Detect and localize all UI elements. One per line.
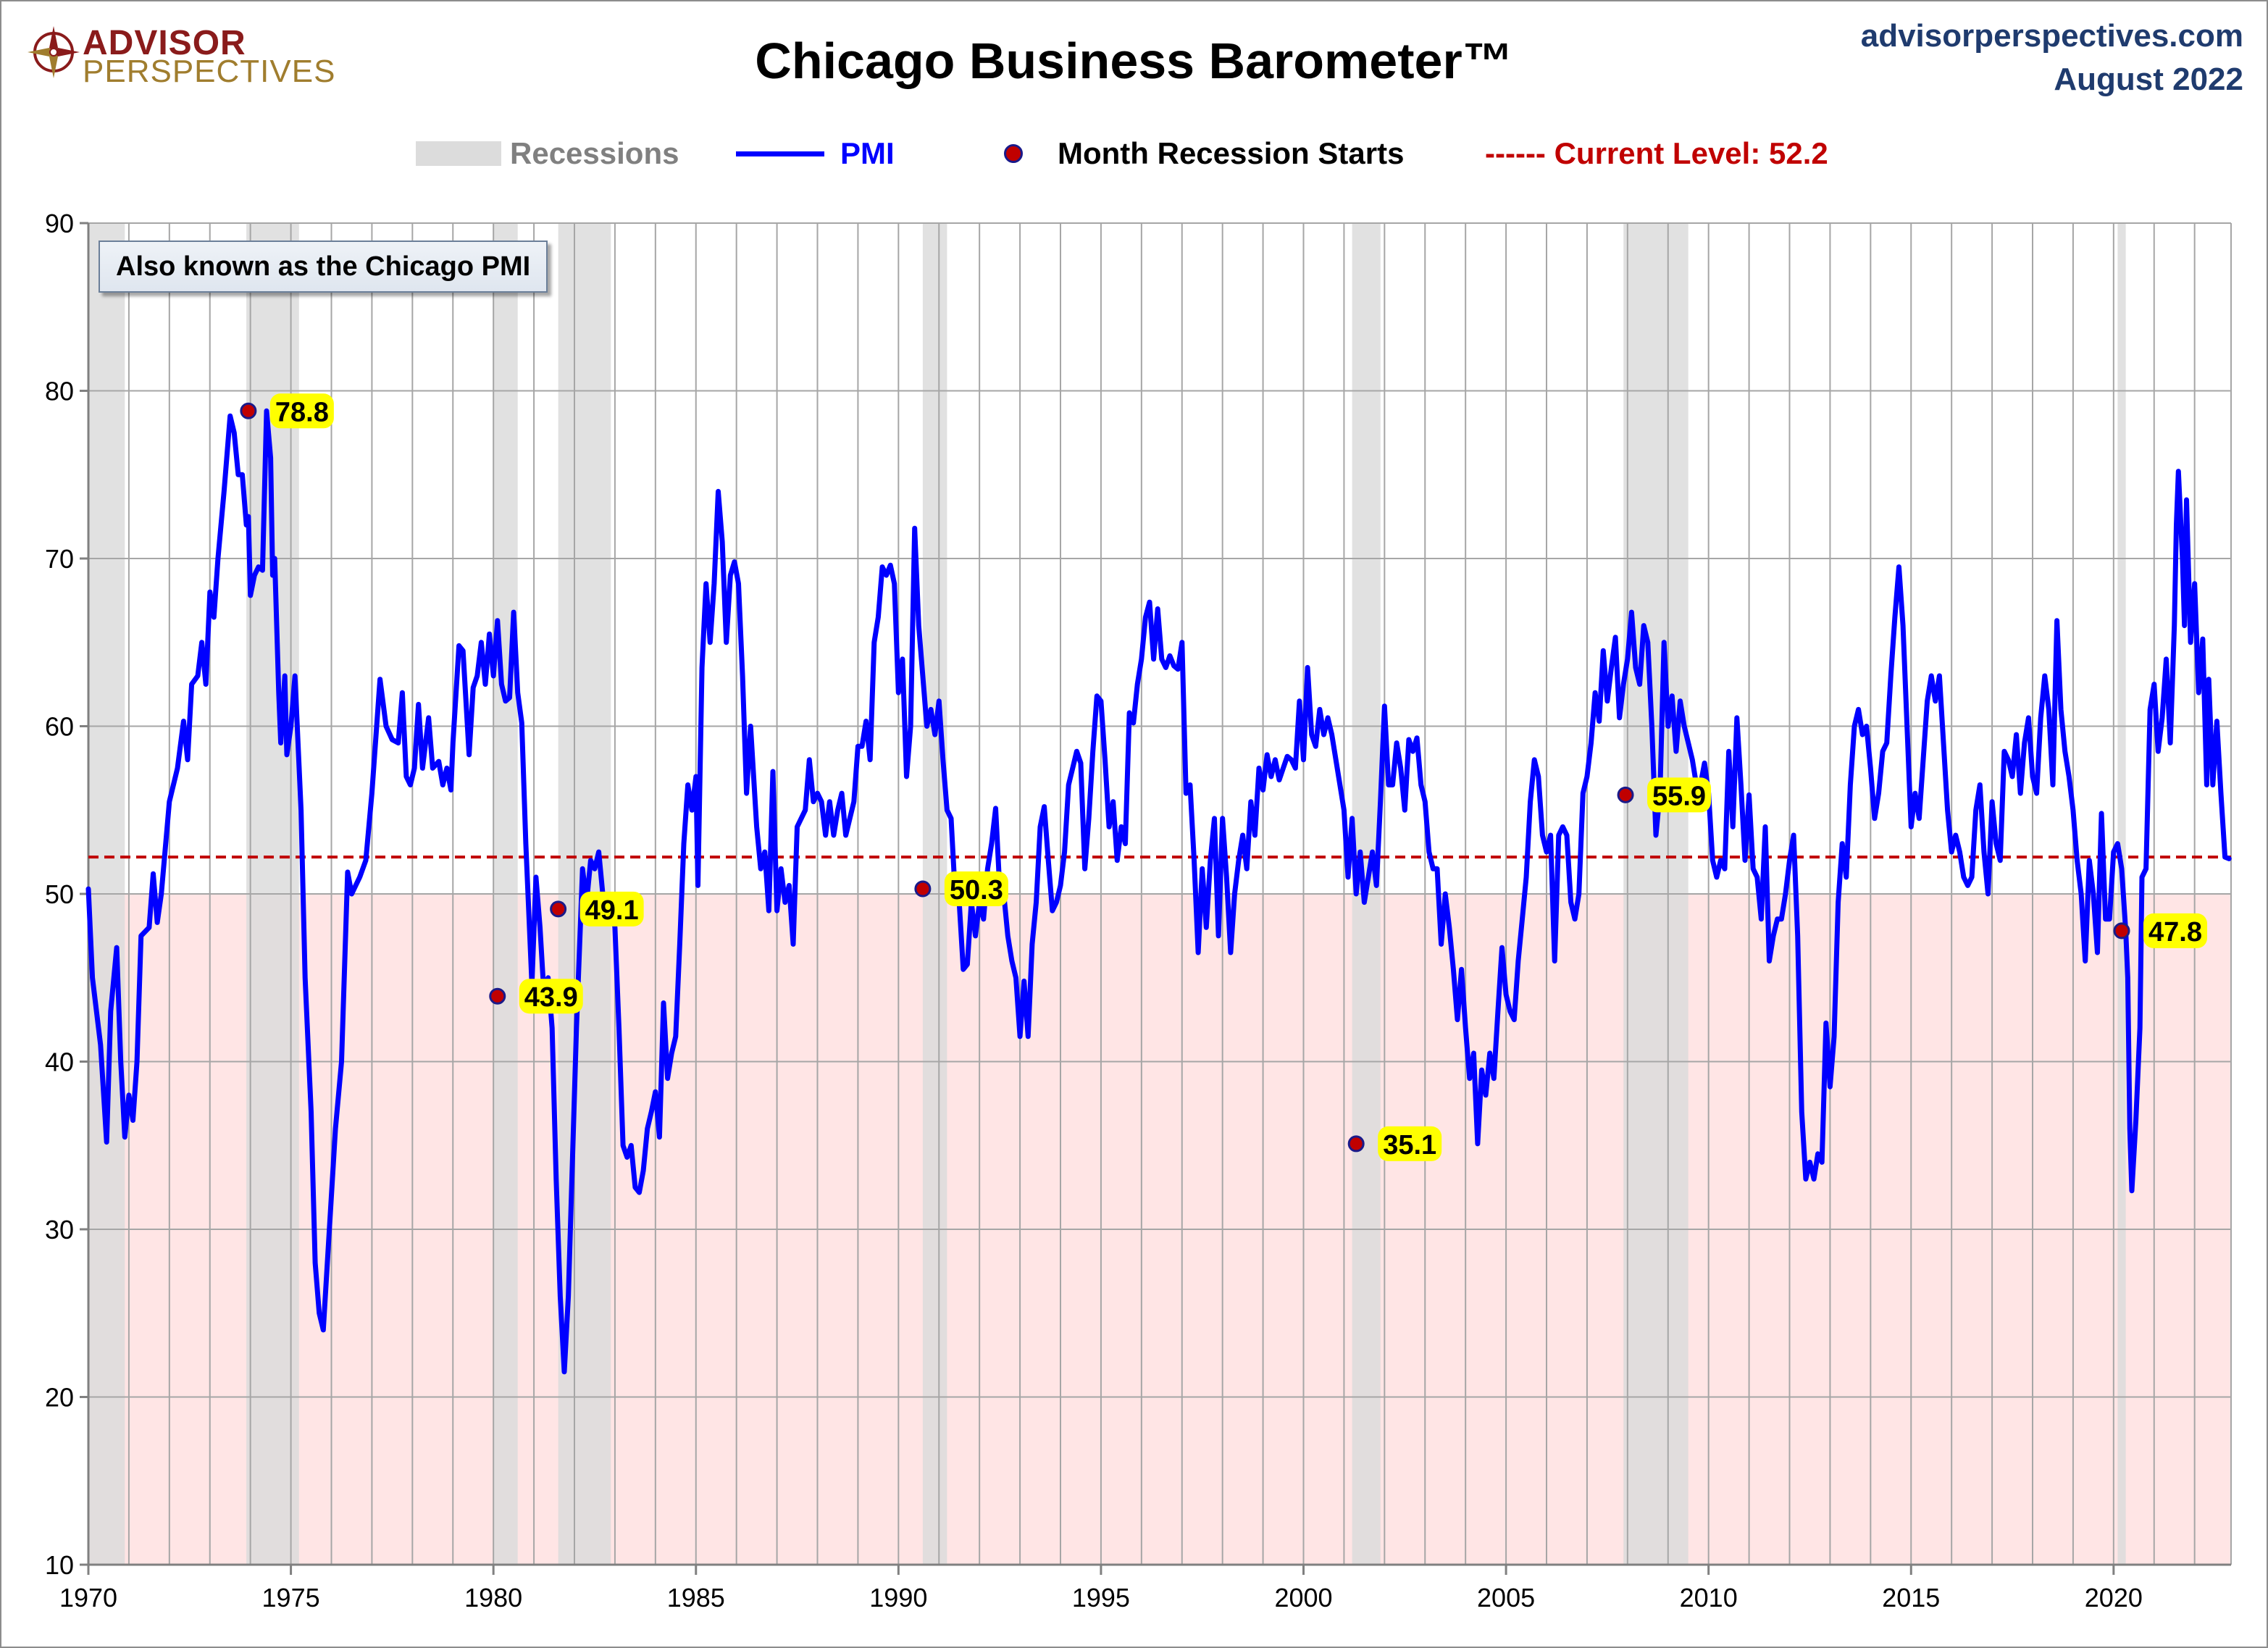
legend-marker-dot-icon: [1004, 144, 1023, 163]
legend-item-recessions: Recessions: [416, 132, 679, 175]
compass-rose-icon: [28, 26, 80, 78]
y-tick-label: 90: [45, 209, 74, 238]
recession-start-label-bg: [1647, 777, 1712, 813]
pmi-series: [85, 408, 2232, 1375]
recession-start-label: 47.8: [2148, 917, 2202, 948]
note-box: Also known as the Chicago PMI: [99, 240, 548, 293]
recession-start-marker: [2113, 922, 2130, 940]
axes: 10 20 30 40 50 60 70 80 90 1970 1975 1980 1985 1990 19…: [45, 209, 2231, 1613]
recession-start-marker: [1617, 786, 1634, 803]
y-tick-label: 60: [45, 712, 74, 742]
y-tick-label: 20: [45, 1383, 74, 1413]
y-tick-label: 10: [45, 1550, 74, 1580]
source-block: advisorperspectives.com August 2022: [1861, 14, 2243, 101]
y-tick-label: 70: [45, 544, 74, 574]
gridlines: [88, 222, 2232, 1565]
recession-start-label: 35.1: [1383, 1130, 1436, 1160]
recession-start-label: 43.9: [524, 982, 578, 1013]
pmi-line: [85, 408, 2232, 1375]
legend-label-pmi: PMI: [840, 136, 895, 170]
recession-start-marker: [550, 900, 567, 918]
x-tick-label: 2005: [1477, 1583, 1535, 1613]
legend-label-recession-starts: Month Recession Starts: [1058, 136, 1405, 170]
recession-start-label-bg: [1378, 1126, 1442, 1161]
x-tick-label: 1980: [464, 1583, 522, 1613]
x-tick-label: 1995: [1072, 1583, 1130, 1613]
recession-start-label-bg: [944, 871, 1008, 907]
legend-label-recessions: Recessions: [510, 136, 679, 170]
x-tick-label: 1990: [869, 1583, 927, 1613]
source-site: advisorperspectives.com: [1860, 18, 2243, 54]
legend-swatch-recessions: [416, 141, 501, 166]
x-tick-label: 1985: [667, 1583, 725, 1613]
recession-start-label-bg: [269, 393, 334, 429]
y-tick-label: 40: [45, 1047, 74, 1077]
legend-item-pmi: PMI: [736, 132, 895, 175]
x-tick-label: 2000: [1274, 1583, 1332, 1613]
chart-title: Chicago Business Barometer™: [755, 33, 1513, 89]
x-tick-label: 2010: [1680, 1583, 1738, 1613]
recession-start-marker: [914, 880, 932, 898]
recession-start-label-bg: [519, 979, 583, 1014]
annotations: 78.8 43.9 49.1 50.3 35.1 55.9 47.8: [240, 393, 2208, 1161]
x-tick-label: 1975: [262, 1583, 320, 1613]
logo-text-perspectives: PERSPECTIVES: [83, 54, 336, 89]
recession-start-label-bg: [579, 891, 644, 927]
source-date: August 2022: [2054, 62, 2243, 97]
recession-start-label: 55.9: [1652, 781, 1706, 811]
legend: Recessions PMI Month Recession Starts --…: [0, 132, 2268, 175]
legend-item-recession-starts: Month Recession Starts: [1004, 132, 1404, 175]
recession-start-marker: [1347, 1135, 1365, 1153]
recession-start-label: 78.8: [275, 397, 329, 427]
y-tick-label: 50: [45, 879, 74, 909]
recession-start-label: 50.3: [950, 875, 1003, 905]
recession-start-label: 49.1: [585, 895, 639, 926]
recession-start-marker: [240, 402, 257, 419]
legend-item-current-level: ------ Current Level: 52.2: [1485, 132, 1828, 175]
x-tick-label: 2020: [2085, 1583, 2143, 1613]
legend-swatch-pmi: [736, 151, 824, 156]
recession-start-marker: [489, 987, 506, 1005]
y-tick-label: 80: [45, 377, 74, 406]
legend-label-current-level: ------ Current Level: 52.2: [1485, 136, 1828, 170]
x-tick-label: 1970: [59, 1583, 117, 1613]
x-tick-label: 2015: [1882, 1583, 1940, 1613]
logo-text-advisor: ADVISOR: [83, 24, 246, 62]
y-tick-label: 30: [45, 1215, 74, 1245]
logo: ADVISOR PERSPECTIVES: [26, 22, 345, 89]
recession-start-label-bg: [2143, 913, 2208, 948]
